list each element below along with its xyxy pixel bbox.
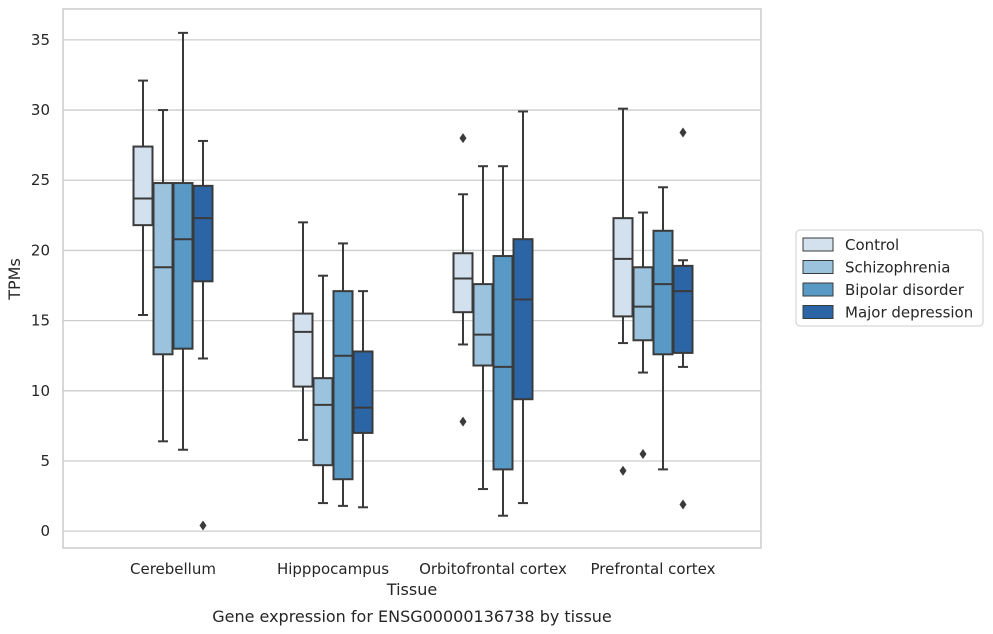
plot-area-frame bbox=[62, 8, 762, 549]
box-orbitofrontal-cortex bbox=[452, 133, 474, 427]
box-iqr bbox=[632, 266, 654, 342]
y-tick-label: 15 bbox=[31, 312, 50, 330]
box-iqr bbox=[352, 350, 374, 434]
series-major-depression bbox=[192, 110, 694, 531]
box-cerebellum bbox=[132, 79, 154, 316]
y-tick-label: 10 bbox=[31, 382, 50, 400]
y-tick-label: 25 bbox=[31, 171, 50, 189]
x-axis-label: Tissue bbox=[386, 580, 437, 599]
legend-swatch bbox=[802, 305, 834, 319]
box-iqr bbox=[612, 217, 634, 318]
x-tick-label-hipppocampus: Hipppocampus bbox=[277, 560, 389, 578]
legend-item-bipolar-disorder: Bipolar disorder bbox=[802, 281, 965, 299]
outlier-point bbox=[459, 416, 467, 427]
box-hipppocampus bbox=[352, 290, 374, 509]
outlier-point bbox=[639, 448, 647, 459]
y-axis-label: TPMs bbox=[5, 258, 24, 301]
box-prefrontal-cortex bbox=[612, 107, 634, 476]
box-iqr bbox=[512, 238, 534, 401]
y-tick-label: 0 bbox=[40, 522, 50, 540]
box-prefrontal-cortex bbox=[652, 186, 674, 471]
x-tick-labels: Cerebellum Hipppocampus Orbitofrontal cort… bbox=[130, 560, 716, 578]
x-tick-label-prefrontal-cortex: Prefrontal cortex bbox=[591, 560, 716, 578]
box-iqr bbox=[312, 377, 334, 467]
box-hipppocampus bbox=[332, 242, 354, 507]
box-iqr bbox=[172, 182, 194, 350]
box-iqr bbox=[672, 264, 694, 354]
outlier-point bbox=[459, 133, 467, 144]
legend-item-control: Control bbox=[802, 236, 899, 254]
box-prefrontal-cortex bbox=[632, 211, 654, 459]
box-hipppocampus bbox=[312, 274, 334, 505]
legend-swatch bbox=[802, 237, 834, 252]
box-iqr bbox=[192, 184, 214, 283]
y-tick-label: 35 bbox=[31, 31, 50, 49]
y-tick-labels: 0 5 10 15 20 25 30 35 bbox=[31, 31, 50, 540]
box-orbitofrontal-cortex bbox=[472, 165, 494, 491]
box-cerebellum bbox=[172, 31, 194, 451]
outlier-point bbox=[619, 465, 627, 476]
legend: Control Schizophrenia Bipolar disorder Majo… bbox=[795, 229, 984, 327]
y-tick-label: 5 bbox=[40, 452, 50, 470]
legend-frame bbox=[795, 229, 984, 327]
legend-label: Bipolar disorder bbox=[845, 281, 965, 299]
legend-swatch bbox=[802, 260, 834, 274]
series-schizophrenia bbox=[152, 109, 654, 505]
box-iqr bbox=[472, 283, 494, 367]
box-iqr bbox=[292, 312, 314, 388]
legend-item-major-depression: Major depression bbox=[802, 304, 973, 322]
outlier-point bbox=[679, 499, 687, 510]
box-iqr bbox=[452, 252, 474, 314]
box-iqr bbox=[652, 229, 674, 356]
box-cerebellum bbox=[192, 139, 214, 531]
chart-caption: Gene expression for ENSG00000136738 by t… bbox=[212, 607, 612, 626]
x-tick-label-orbitofrontal-cortex: Orbitofrontal cortex bbox=[419, 560, 567, 578]
legend-label: Schizophrenia bbox=[845, 259, 950, 277]
outlier-point bbox=[679, 127, 687, 138]
legend-label: Control bbox=[845, 236, 899, 254]
legend-item-schizophrenia: Schizophrenia bbox=[802, 259, 950, 277]
x-tick-label-cerebellum: Cerebellum bbox=[130, 560, 216, 578]
box-cerebellum bbox=[152, 109, 174, 443]
outlier-point bbox=[199, 520, 207, 531]
series-bipolar-disorder bbox=[172, 31, 674, 517]
y-tick-label: 20 bbox=[31, 241, 50, 259]
legend-label: Major depression bbox=[845, 304, 973, 322]
series-control bbox=[132, 79, 634, 476]
box-iqr bbox=[152, 182, 174, 356]
box-hipppocampus bbox=[292, 221, 314, 441]
box-series bbox=[132, 31, 694, 531]
box-iqr bbox=[132, 145, 154, 227]
legend-swatch bbox=[802, 282, 834, 297]
y-tick-label: 30 bbox=[31, 101, 50, 119]
box-prefrontal-cortex bbox=[672, 127, 694, 510]
box-orbitofrontal-cortex bbox=[512, 110, 534, 505]
box-iqr bbox=[332, 290, 354, 481]
box-orbitofrontal-cortex bbox=[492, 165, 514, 517]
box-iqr bbox=[492, 255, 514, 471]
